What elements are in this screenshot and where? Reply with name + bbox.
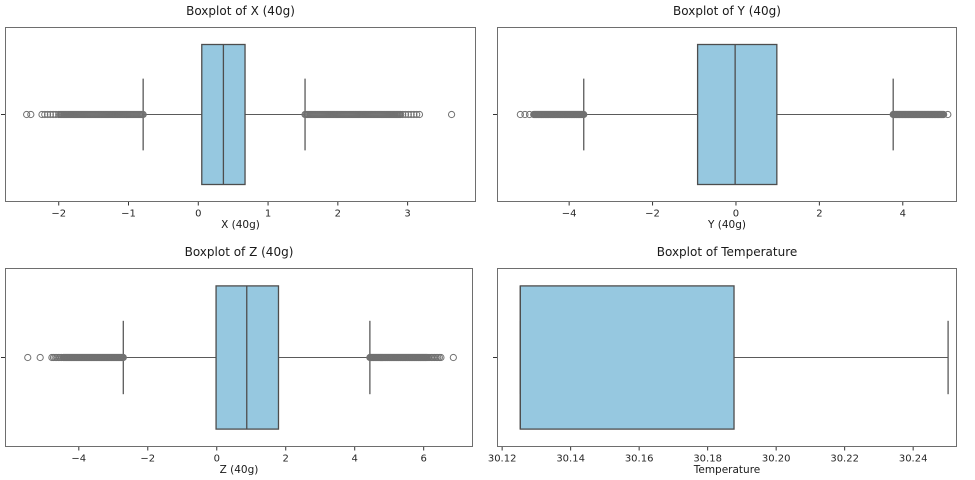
- x-tick-label: 1: [265, 209, 271, 220]
- x-tick-label: 2: [283, 454, 289, 465]
- x-tick-label: −2: [51, 209, 66, 220]
- x-tick-label: 30.12: [488, 454, 517, 465]
- x-tick-label: 0: [195, 209, 201, 220]
- chart-title-y-40g: Boxplot of Y (40g): [673, 4, 781, 18]
- boxplot-y-40g: −4 −2 0 2 4: [493, 27, 957, 220]
- chart-title-z-40g: Boxplot of Z (40g): [184, 245, 294, 259]
- boxplot-z-40g: −4 −2 0 2 4 6: [1, 268, 473, 465]
- x-tick-label: 2: [335, 209, 341, 220]
- chart-title-temperature: Boxplot of Temperature: [656, 245, 798, 259]
- x-tick-label: 30.16: [625, 454, 654, 465]
- boxplot-x-40g: −2 −1 0 1 2 3: [1, 27, 476, 220]
- subplot-z-40g: Boxplot of Z (40g) −4 −2 0 2 4 6 Z (40g): [1, 245, 473, 476]
- x-tick-label: −4: [562, 209, 577, 220]
- x-tick-label: 30.20: [762, 454, 791, 465]
- x-tick-label: 4: [900, 209, 906, 220]
- x-tick-label: 30.22: [830, 454, 859, 465]
- x-tick-label: −2: [140, 454, 155, 465]
- x-tick-label: 0: [214, 454, 220, 465]
- x-axis-label-y-40g: Y (40g): [708, 219, 746, 231]
- x-tick-label: 30.24: [899, 454, 928, 465]
- x-tick-label: 3: [404, 209, 410, 220]
- x-axis-label-temperature: Temperature: [693, 464, 761, 476]
- boxplot-temperature: 30.12 30.14 30.16 30.18 30.20 30.22 30.24: [488, 268, 957, 465]
- subplot-x-40g: Boxplot of X (40g) −2 −1 0 1 2 3 X (40g): [1, 4, 476, 231]
- x-tick-label: −4: [71, 454, 86, 465]
- x-tick-label: 4: [352, 454, 358, 465]
- x-axis-label-z-40g: Z (40g): [219, 464, 259, 476]
- subplot-temperature: Boxplot of Temperature 30.12 30.14 30.16 30…: [488, 245, 957, 476]
- x-axis-label-x-40g: X (40g): [221, 219, 260, 231]
- x-tick-label: 6: [420, 454, 426, 465]
- subplot-y-40g: Boxplot of Y (40g) −4 −2 0 2 4 Y (40g): [493, 4, 957, 231]
- x-tick-label: −1: [121, 209, 136, 220]
- x-tick-label: 30.18: [693, 454, 722, 465]
- x-tick-label: 2: [816, 209, 822, 220]
- x-tick-label: 30.14: [556, 454, 585, 465]
- chart-title-x-40g: Boxplot of X (40g): [186, 4, 295, 18]
- x-tick-label: −2: [645, 209, 660, 220]
- x-tick-label: 0: [733, 209, 739, 220]
